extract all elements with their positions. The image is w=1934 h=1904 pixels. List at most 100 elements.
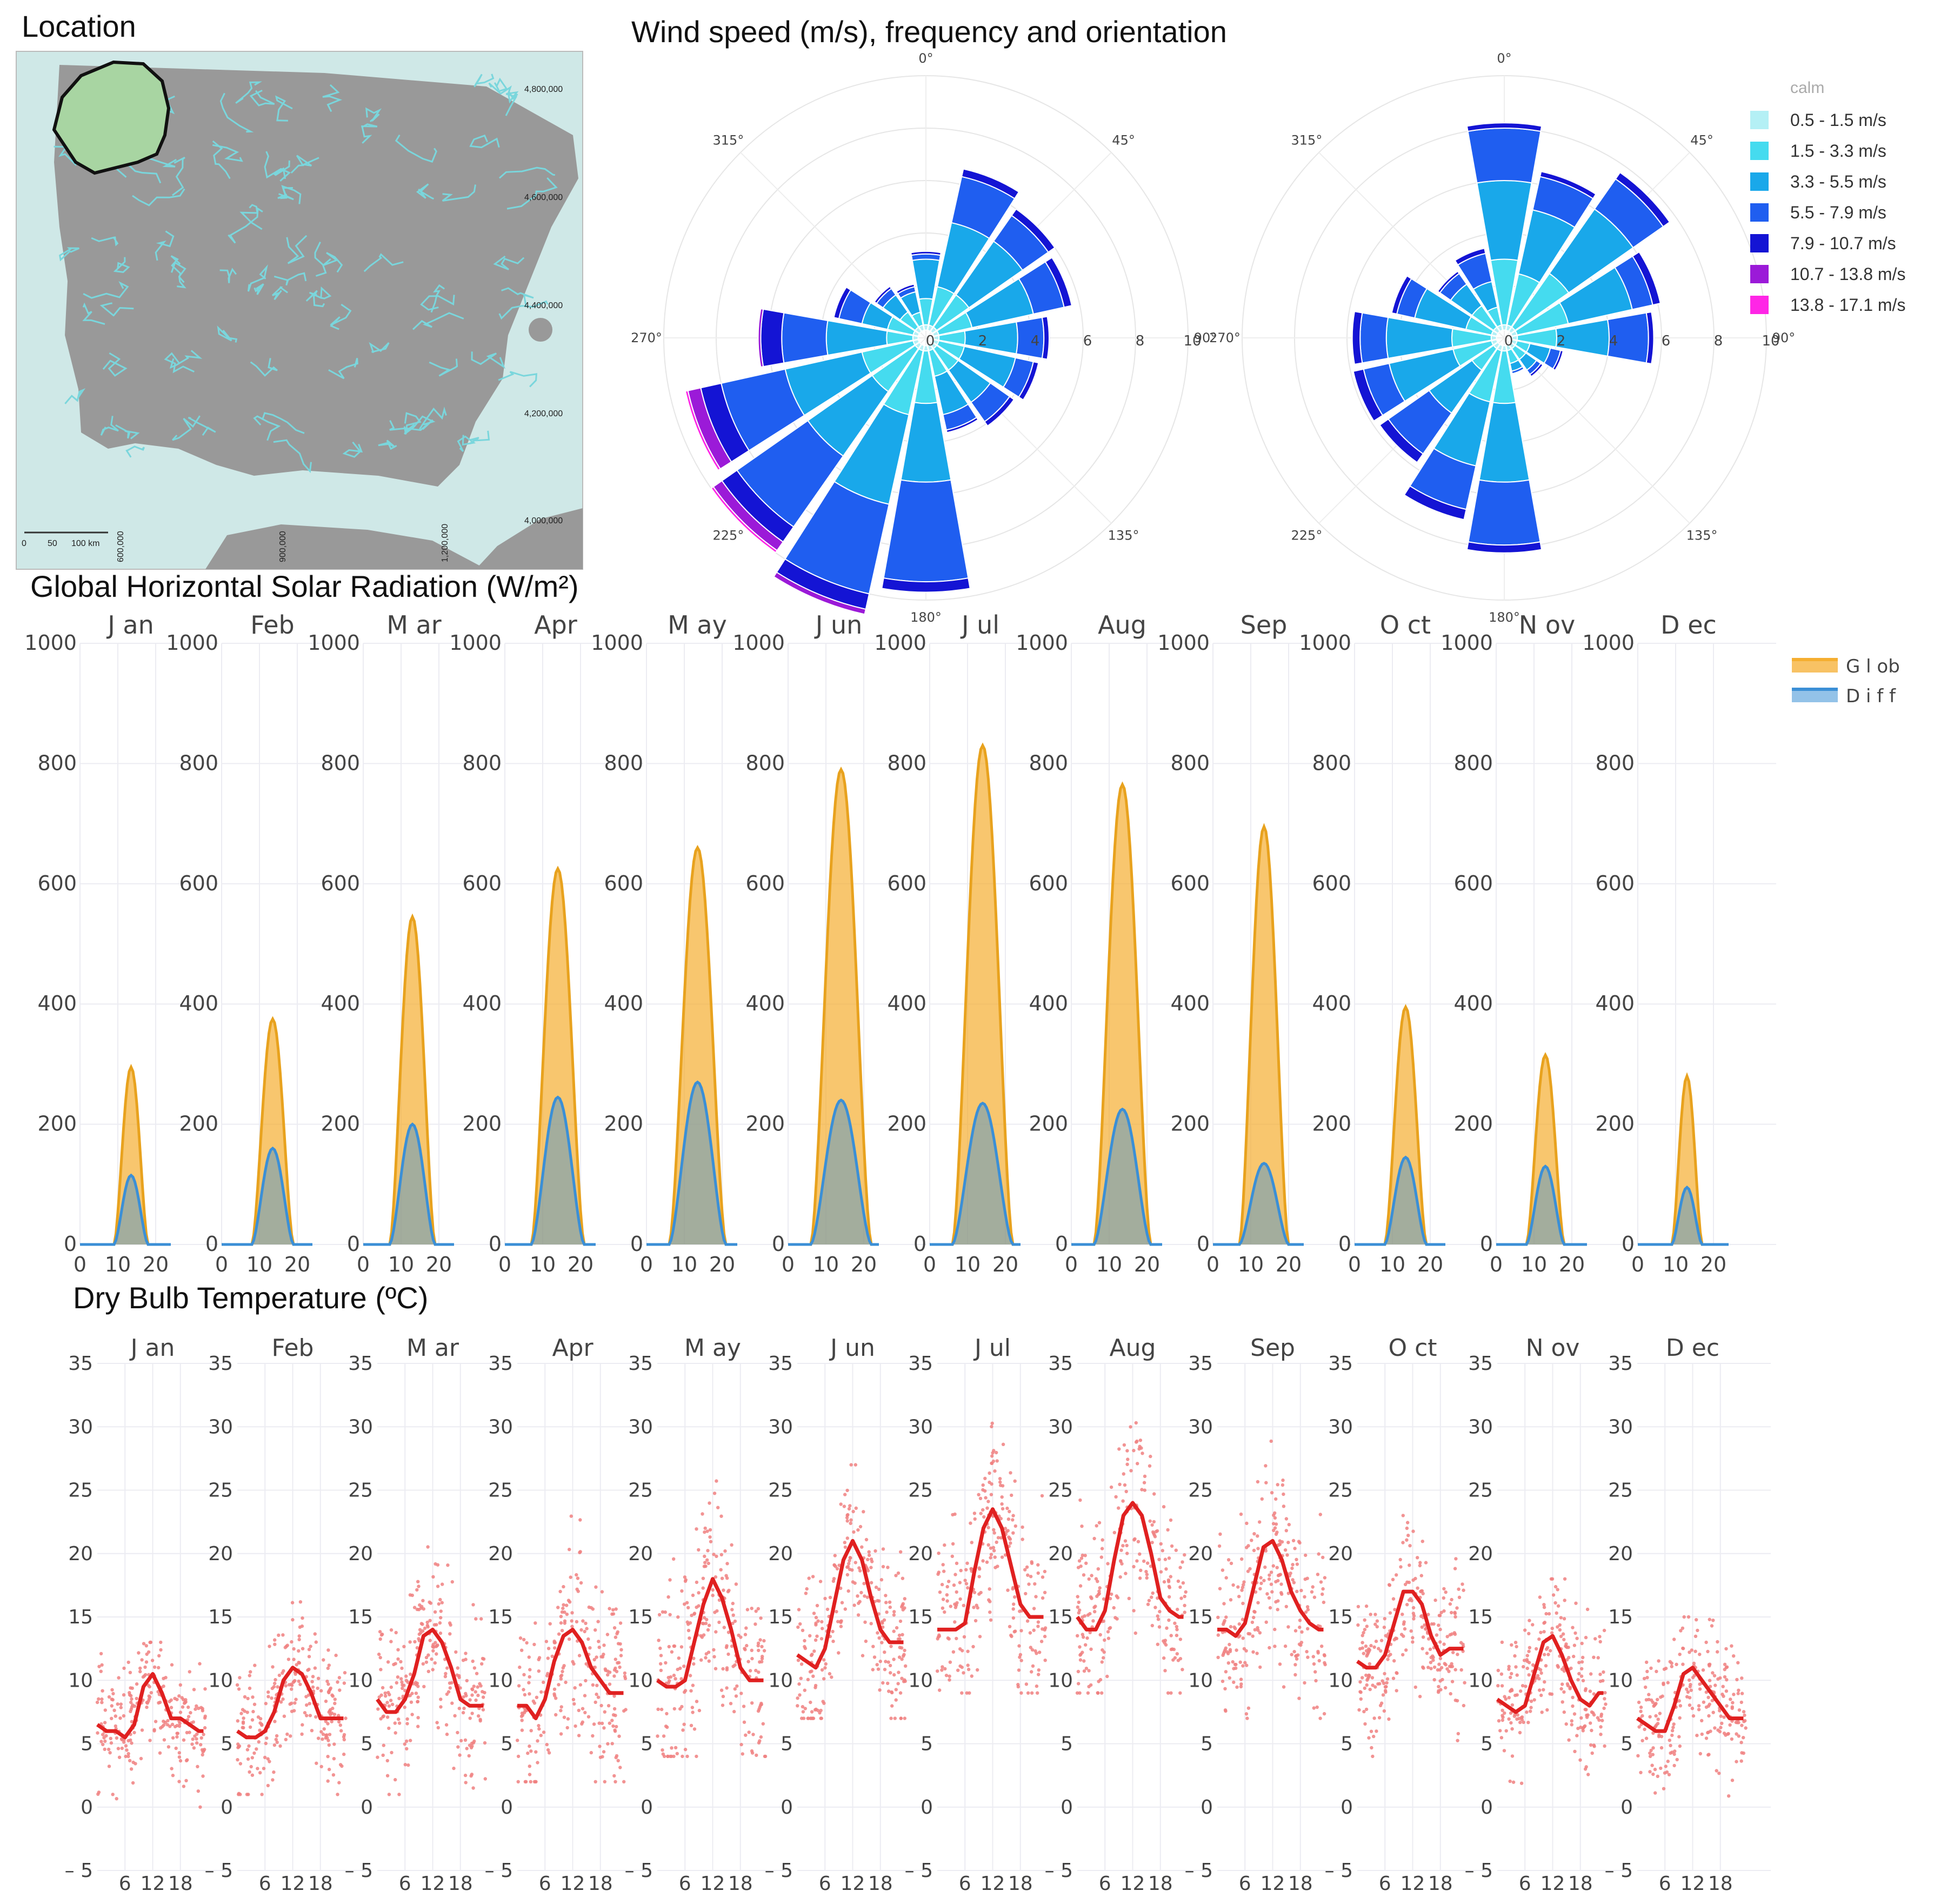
temp-point bbox=[445, 1666, 449, 1670]
temp-month-label: M ay bbox=[684, 1334, 741, 1362]
river-line bbox=[169, 350, 203, 369]
solar-diff-fill bbox=[646, 1082, 737, 1244]
temp-point bbox=[397, 1721, 402, 1725]
temp-point bbox=[479, 1617, 483, 1621]
temp-point bbox=[833, 1565, 838, 1568]
temp-point bbox=[157, 1666, 161, 1669]
temp-point bbox=[169, 1698, 173, 1702]
temp-point bbox=[1520, 1717, 1524, 1722]
temp-point bbox=[873, 1549, 877, 1553]
temp-y-tick: 25 bbox=[1608, 1480, 1633, 1502]
temp-point bbox=[1372, 1734, 1376, 1739]
temp-scatter bbox=[95, 1640, 207, 1809]
temp-point bbox=[1026, 1573, 1030, 1577]
temp-point bbox=[253, 1663, 257, 1667]
temp-point bbox=[552, 1646, 557, 1650]
temp-point bbox=[1580, 1667, 1584, 1670]
temp-point bbox=[1709, 1729, 1712, 1733]
temp-point bbox=[1161, 1549, 1164, 1553]
temp-point bbox=[806, 1716, 810, 1720]
temp-point bbox=[986, 1543, 990, 1547]
temp-point bbox=[1238, 1660, 1242, 1664]
temp-point bbox=[1411, 1636, 1415, 1640]
temp-point bbox=[1248, 1632, 1252, 1636]
solar-x-tick: 10 bbox=[955, 1253, 981, 1276]
river-line bbox=[403, 412, 422, 435]
temp-point bbox=[397, 1793, 401, 1796]
temp-point bbox=[248, 1725, 252, 1729]
temp-point bbox=[1157, 1557, 1161, 1561]
temp-x-tick: 12 bbox=[1540, 1873, 1565, 1895]
temp-point bbox=[1519, 1689, 1523, 1693]
temp-point bbox=[878, 1660, 883, 1663]
temp-point bbox=[389, 1699, 393, 1702]
temp-point bbox=[750, 1701, 754, 1705]
temp-point bbox=[584, 1662, 588, 1666]
temp-point bbox=[161, 1725, 164, 1729]
temp-point bbox=[1682, 1615, 1686, 1619]
temp-point bbox=[471, 1659, 475, 1663]
temp-point bbox=[940, 1582, 944, 1587]
temp-point bbox=[613, 1728, 617, 1732]
temp-point bbox=[1698, 1653, 1702, 1656]
temp-point bbox=[431, 1649, 435, 1653]
temp-point bbox=[1427, 1637, 1431, 1641]
temp-point bbox=[612, 1626, 617, 1630]
solar-y-tick: 0 bbox=[205, 1232, 218, 1256]
solar-y-tick: 400 bbox=[321, 991, 360, 1015]
temp-point bbox=[310, 1729, 314, 1733]
temp-point bbox=[1305, 1650, 1309, 1654]
temp-point bbox=[424, 1655, 429, 1660]
temp-point bbox=[316, 1676, 321, 1680]
temp-point bbox=[760, 1660, 764, 1663]
temp-point bbox=[1216, 1615, 1220, 1619]
temp-point bbox=[458, 1686, 462, 1690]
temp-point bbox=[1293, 1547, 1297, 1550]
temp-point bbox=[828, 1595, 832, 1600]
temp-point bbox=[992, 1449, 996, 1453]
temp-x-tick: 12 bbox=[981, 1873, 1005, 1895]
temp-point bbox=[1598, 1673, 1602, 1676]
temp-point bbox=[418, 1628, 422, 1632]
rose-radial-tick: 2 bbox=[978, 333, 988, 349]
temp-point bbox=[565, 1612, 569, 1616]
temp-point bbox=[612, 1774, 616, 1778]
temp-point bbox=[941, 1597, 945, 1601]
temp-point bbox=[1604, 1702, 1608, 1706]
temp-point bbox=[992, 1528, 996, 1532]
temp-point bbox=[832, 1577, 836, 1581]
temp-scatter bbox=[235, 1600, 348, 1796]
temp-point bbox=[1171, 1658, 1175, 1662]
temp-point bbox=[150, 1659, 155, 1662]
temp-point bbox=[144, 1660, 149, 1664]
temp-point bbox=[577, 1734, 581, 1737]
temp-point bbox=[664, 1661, 668, 1665]
temp-point bbox=[1252, 1548, 1256, 1553]
temp-point bbox=[1285, 1553, 1289, 1557]
temp-point bbox=[1723, 1668, 1726, 1672]
temp-point bbox=[1527, 1673, 1531, 1677]
rose-bar bbox=[1539, 171, 1597, 199]
rose-bar bbox=[1645, 311, 1655, 365]
temp-point bbox=[1503, 1711, 1506, 1715]
temp-point bbox=[602, 1643, 606, 1647]
temp-point bbox=[258, 1717, 263, 1721]
temp-point bbox=[1395, 1573, 1398, 1577]
temp-point bbox=[1083, 1554, 1087, 1557]
temp-point bbox=[404, 1674, 408, 1678]
temp-point bbox=[881, 1681, 885, 1685]
temp-point bbox=[558, 1589, 562, 1594]
temp-point bbox=[1686, 1615, 1691, 1619]
temp-point bbox=[1028, 1631, 1032, 1635]
temp-point bbox=[326, 1722, 330, 1726]
temp-point bbox=[622, 1780, 626, 1783]
temp-point bbox=[703, 1561, 707, 1565]
temp-point bbox=[611, 1724, 615, 1728]
temp-point bbox=[1735, 1732, 1738, 1736]
temp-point bbox=[1409, 1629, 1413, 1633]
rose-angle-label: 90° bbox=[1772, 330, 1796, 345]
temp-point bbox=[1438, 1668, 1442, 1672]
rose-bar bbox=[1044, 257, 1073, 308]
